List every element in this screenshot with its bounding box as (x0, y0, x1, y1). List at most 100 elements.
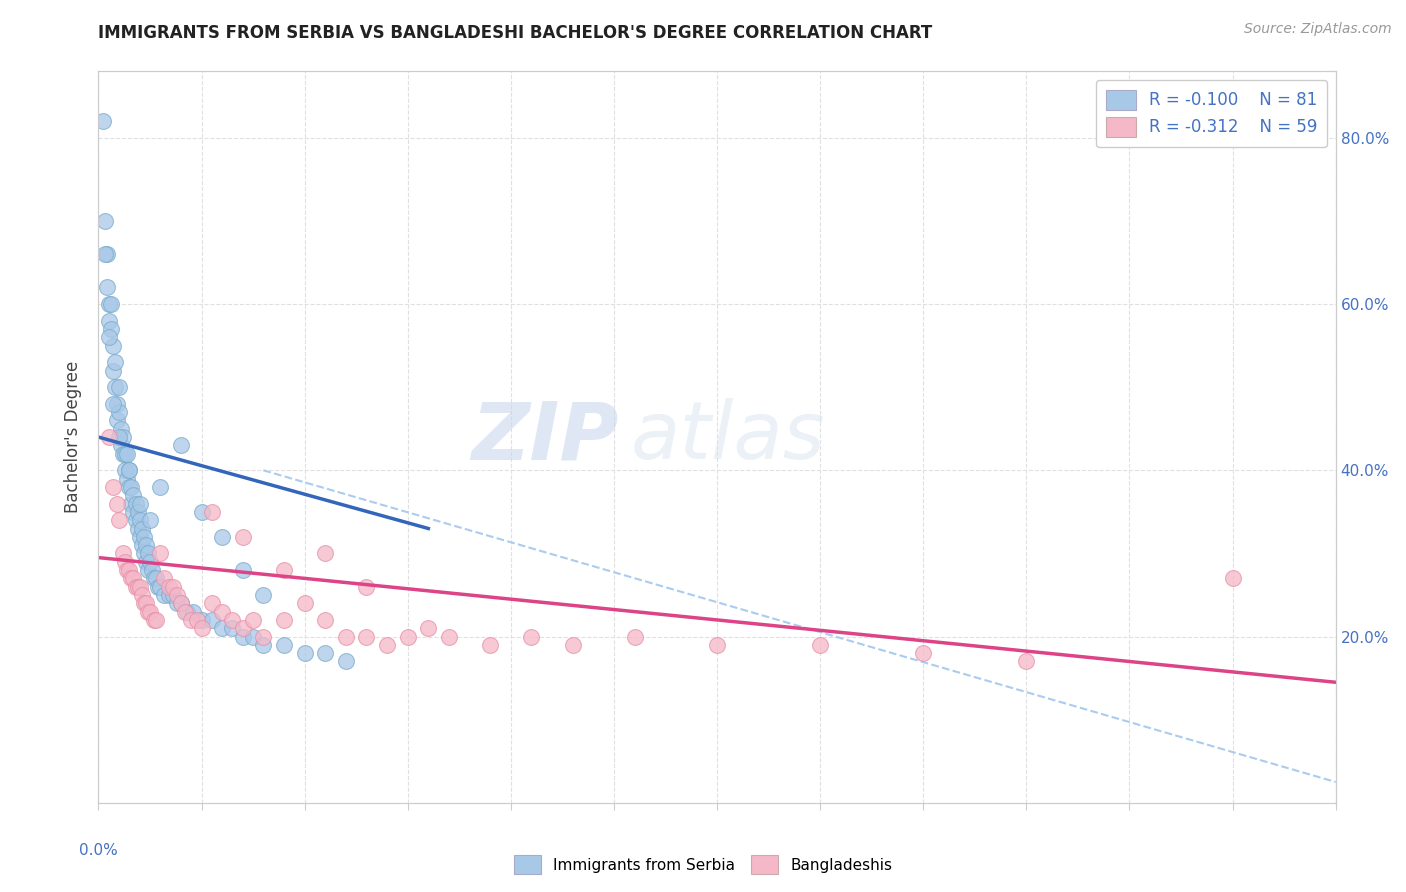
Point (135, 555, 157, 569)
Point (100, 297, 122, 311)
Point (418, 621, 440, 635)
Point (93, 247, 115, 261)
Point (153, 588, 176, 602)
Point (135, 596, 157, 610)
Point (201, 596, 224, 610)
Point (104, 355, 127, 369)
Point (273, 613, 295, 627)
Point (132, 596, 155, 610)
Point (242, 613, 264, 627)
Point (96, 247, 118, 261)
Point (117, 447, 139, 461)
Point (96, 280, 118, 294)
Point (273, 638, 295, 652)
Point (97, 330, 120, 344)
Point (112, 546, 135, 560)
Point (176, 605, 198, 619)
Point (139, 513, 162, 527)
Point (131, 521, 153, 535)
Point (101, 397, 124, 411)
Point (1222, 571, 1244, 585)
Y-axis label: Bachelor's Degree: Bachelor's Degree (65, 361, 83, 513)
Point (211, 621, 233, 635)
Point (201, 613, 224, 627)
Point (149, 480, 172, 494)
Point (623, 630, 645, 644)
Point (149, 546, 172, 560)
Point (114, 447, 136, 461)
Point (122, 505, 145, 519)
Point (180, 613, 202, 627)
Point (232, 621, 254, 635)
Point (118, 463, 141, 477)
Point (190, 505, 212, 519)
Point (105, 413, 128, 427)
Point (97, 314, 120, 328)
Point (396, 630, 419, 644)
Point (135, 538, 157, 552)
Text: atlas: atlas (630, 398, 825, 476)
Point (105, 397, 128, 411)
Point (157, 580, 180, 594)
Point (143, 571, 166, 585)
Point (108, 405, 131, 419)
Point (232, 530, 254, 544)
Point (114, 463, 136, 477)
Point (242, 630, 264, 644)
Point (314, 613, 336, 627)
Point (104, 380, 127, 394)
Point (143, 613, 166, 627)
Point (127, 580, 149, 594)
Point (145, 613, 167, 627)
Point (136, 546, 159, 560)
Point (101, 363, 124, 377)
Point (190, 613, 212, 627)
Point (112, 430, 135, 444)
Point (356, 580, 378, 594)
Point (114, 555, 136, 569)
Point (166, 588, 188, 602)
Point (100, 322, 122, 336)
Point (170, 438, 193, 452)
Point (91, 114, 114, 128)
Point (132, 530, 155, 544)
Point (120, 480, 142, 494)
Point (162, 588, 184, 602)
Point (128, 580, 150, 594)
Legend: Immigrants from Serbia, Bangladeshis: Immigrants from Serbia, Bangladeshis (508, 849, 898, 880)
Point (273, 563, 295, 577)
Point (479, 638, 502, 652)
Point (101, 480, 124, 494)
Point (170, 596, 193, 610)
Point (294, 596, 316, 610)
Point (122, 488, 145, 502)
Point (105, 497, 128, 511)
Point (93, 214, 115, 228)
Point (118, 463, 141, 477)
Point (706, 638, 728, 652)
Point (124, 513, 146, 527)
Point (314, 546, 336, 560)
Point (108, 380, 131, 394)
Point (186, 613, 208, 627)
Point (128, 530, 150, 544)
Point (335, 655, 357, 669)
Point (201, 505, 224, 519)
Point (110, 438, 132, 452)
Text: IMMIGRANTS FROM SERBIA VS BANGLADESHI BACHELOR'S DEGREE CORRELATION CHART: IMMIGRANTS FROM SERBIA VS BANGLADESHI BA… (98, 24, 932, 42)
Point (375, 638, 398, 652)
Point (139, 555, 162, 569)
Point (117, 472, 139, 486)
Point (335, 630, 357, 644)
Point (118, 480, 141, 494)
Point (132, 546, 155, 560)
Point (166, 596, 188, 610)
Point (520, 630, 543, 644)
Point (128, 497, 150, 511)
Point (136, 605, 159, 619)
Point (221, 621, 243, 635)
Point (131, 538, 153, 552)
Text: ZIP: ZIP (471, 398, 619, 476)
Point (117, 563, 139, 577)
Point (101, 338, 124, 352)
